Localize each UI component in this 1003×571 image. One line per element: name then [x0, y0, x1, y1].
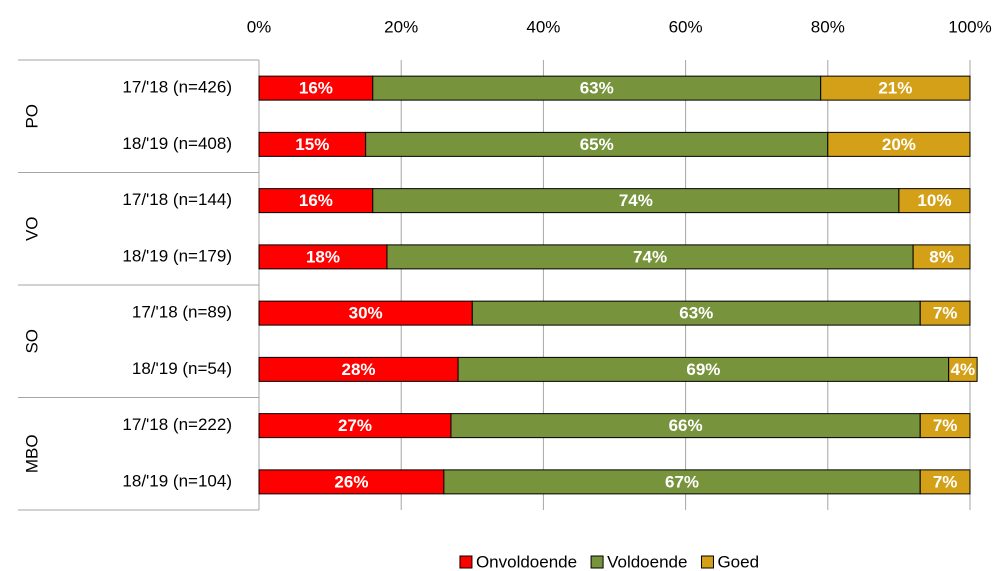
data-label: 26% — [334, 472, 368, 491]
data-label: 65% — [580, 135, 614, 154]
y-tick-label: 17/'18 (n=222) — [122, 415, 232, 434]
legend-label: Voldoende — [607, 552, 687, 571]
data-label: 63% — [580, 79, 614, 98]
bar-segment — [919, 469, 971, 495]
data-label: 20% — [882, 135, 916, 154]
data-label: 30% — [349, 304, 383, 323]
bar-segment — [948, 356, 978, 382]
y-tick-label: 17/'18 (n=144) — [122, 190, 232, 209]
y-tick-label: 18/'19 (n=104) — [122, 471, 232, 490]
data-label: 63% — [679, 304, 713, 323]
bar-segment — [386, 244, 914, 270]
data-label: 16% — [299, 79, 333, 98]
data-label: 74% — [633, 247, 667, 266]
bar-segment — [258, 469, 445, 495]
y-tick-label: 18/'19 (n=54) — [132, 359, 232, 378]
legend-swatch — [459, 555, 473, 569]
bar-segment — [258, 244, 388, 270]
data-label: 4% — [951, 360, 976, 379]
data-label: 18% — [306, 247, 340, 266]
bar-segment — [372, 75, 822, 101]
bar-segment — [365, 131, 829, 157]
y-tick-label: 17/'18 (n=426) — [122, 78, 232, 97]
legend-label: Onvoldoende — [476, 552, 577, 571]
data-label: 74% — [619, 191, 653, 210]
data-label: 16% — [299, 191, 333, 210]
bar-segment — [258, 131, 367, 157]
x-tick-label: 20% — [384, 17, 418, 36]
x-tick-label: 80% — [811, 17, 845, 36]
bar-segment — [912, 244, 971, 270]
bar-segment — [919, 300, 971, 326]
data-label: 15% — [295, 135, 329, 154]
legend: Onvoldoende Voldoende Goed — [459, 552, 759, 571]
bar-segment — [450, 413, 921, 439]
legend-swatch — [590, 555, 604, 569]
data-label: 69% — [686, 360, 720, 379]
bar-segment — [258, 356, 459, 382]
data-label: 66% — [669, 416, 703, 435]
data-label: 67% — [665, 472, 699, 491]
data-label: 7% — [933, 304, 958, 323]
data-label: 7% — [933, 416, 958, 435]
bar-segment — [457, 356, 950, 382]
group-label: VO — [22, 216, 41, 241]
data-label: 28% — [342, 360, 376, 379]
bar-segment — [258, 300, 473, 326]
x-tick-label: 100% — [948, 17, 991, 36]
bar-segment — [898, 188, 971, 214]
bar-segment — [919, 413, 971, 439]
y-tick-label: 18/'19 (n=408) — [122, 134, 232, 153]
legend-swatch — [700, 555, 714, 569]
data-label: 27% — [338, 416, 372, 435]
data-label: 10% — [917, 191, 951, 210]
data-label: 21% — [878, 79, 912, 98]
x-tick-label: 60% — [669, 17, 703, 36]
group-label: MBO — [22, 434, 41, 473]
bar-segment — [827, 131, 971, 157]
bar-segment — [471, 300, 921, 326]
data-label: 7% — [933, 472, 958, 491]
group-label: PO — [22, 104, 41, 129]
data-label: 8% — [929, 247, 954, 266]
x-tick-label: 40% — [526, 17, 560, 36]
legend-label: Goed — [717, 552, 759, 571]
bar-segment — [258, 188, 374, 214]
x-tick-label: 0% — [247, 17, 272, 36]
bar-segment — [258, 75, 374, 101]
group-label: SO — [22, 329, 41, 354]
y-tick-label: 17/'18 (n=89) — [132, 303, 232, 322]
y-tick-label: 18/'19 (n=179) — [122, 246, 232, 265]
bar-segment — [820, 75, 971, 101]
